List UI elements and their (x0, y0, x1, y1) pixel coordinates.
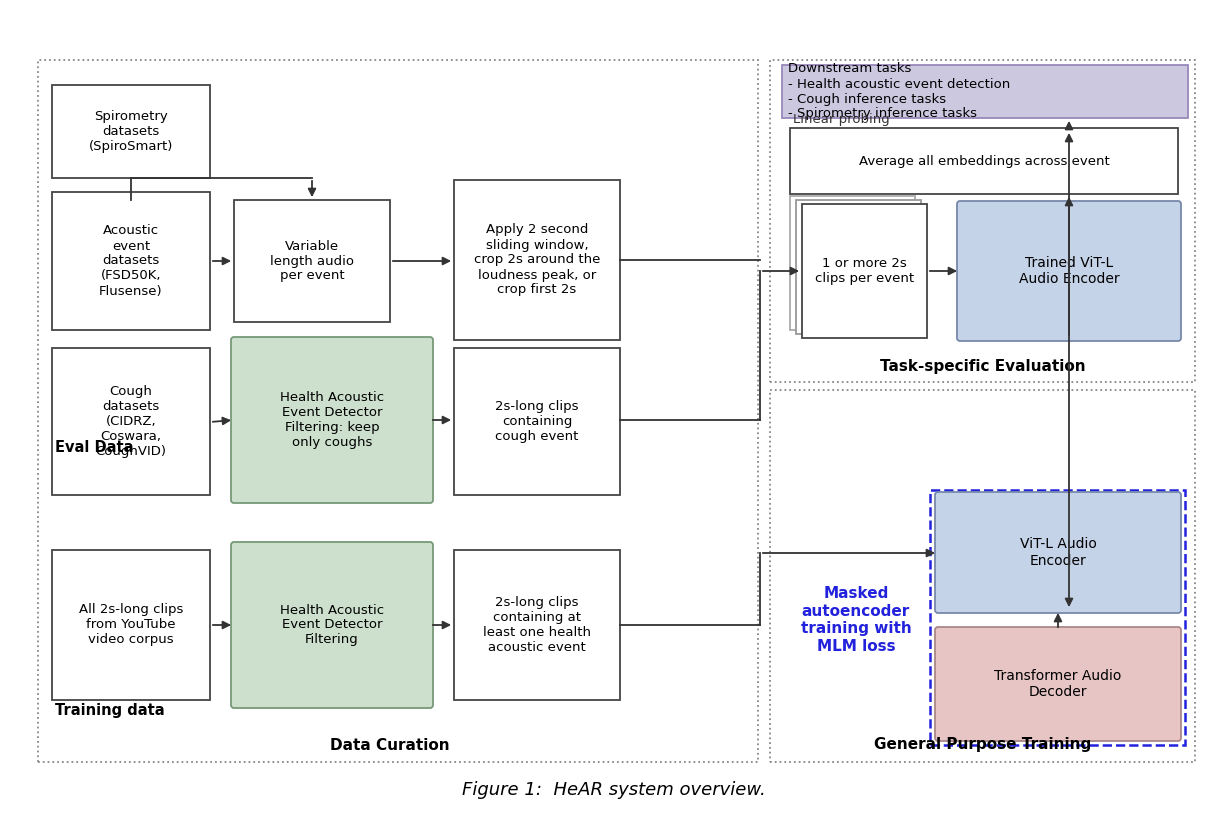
Text: ViT-L Audio
Encoder: ViT-L Audio Encoder (1019, 537, 1097, 568)
Bar (930, 490, 1185, 745)
Bar (52, 85, 210, 178)
Text: Transformer Audio
Decoder: Transformer Audio Decoder (995, 669, 1121, 699)
Text: Figure 1:  HeAR system overview.: Figure 1: HeAR system overview. (462, 781, 766, 799)
Text: Trained ViT-L
Audio Encoder: Trained ViT-L Audio Encoder (1019, 256, 1119, 286)
Bar (38, 60, 758, 762)
Bar (454, 550, 620, 700)
Bar (790, 128, 1178, 194)
Bar (770, 60, 1195, 382)
Bar (235, 200, 391, 322)
Text: Data Curation: Data Curation (330, 738, 449, 753)
Text: Variable
length audio
per event: Variable length audio per event (270, 240, 354, 282)
Text: Apply 2 second
sliding window,
crop 2s around the
loudness peak, or
crop first 2: Apply 2 second sliding window, crop 2s a… (474, 223, 600, 296)
FancyBboxPatch shape (935, 627, 1181, 741)
Text: Eval Data: Eval Data (55, 441, 134, 456)
Text: 2s-long clips
containing at
least one health
acoustic event: 2s-long clips containing at least one he… (483, 596, 591, 654)
Bar (52, 348, 210, 495)
Text: Training data: Training data (55, 703, 165, 717)
Text: Task-specific Evaluation: Task-specific Evaluation (880, 359, 1086, 375)
Bar (796, 200, 921, 334)
Bar (454, 180, 620, 340)
Text: Average all embeddings across event: Average all embeddings across event (858, 155, 1109, 168)
FancyBboxPatch shape (957, 201, 1181, 341)
Text: 1 or more 2s
clips per event: 1 or more 2s clips per event (815, 257, 914, 285)
Text: General Purpose Training: General Purpose Training (874, 738, 1092, 753)
Bar (52, 192, 210, 330)
Bar (52, 550, 210, 700)
Text: Cough
datasets
(CIDRZ,
Coswara,
CoughVID): Cough datasets (CIDRZ, Coswara, CoughVID… (96, 385, 167, 458)
Text: Linear probing: Linear probing (793, 114, 890, 127)
Bar (454, 348, 620, 495)
Bar (782, 65, 1187, 118)
FancyBboxPatch shape (231, 337, 433, 503)
Bar (770, 390, 1195, 762)
FancyBboxPatch shape (935, 492, 1181, 613)
Text: Health Acoustic
Event Detector
Filtering: keep
only coughs: Health Acoustic Event Detector Filtering… (280, 391, 384, 449)
Text: Masked
autoencoder
training with
MLM loss: Masked autoencoder training with MLM los… (801, 587, 911, 654)
Text: Health Acoustic
Event Detector
Filtering: Health Acoustic Event Detector Filtering (280, 604, 384, 646)
Bar (790, 196, 915, 330)
FancyBboxPatch shape (231, 542, 433, 708)
Text: 2s-long clips
containing
cough event: 2s-long clips containing cough event (495, 400, 578, 443)
Text: Acoustic
event
datasets
(FSD50K,
Flusense): Acoustic event datasets (FSD50K, Flusens… (99, 224, 163, 298)
Text: Spirometry
datasets
(SpiroSmart): Spirometry datasets (SpiroSmart) (88, 110, 173, 153)
Text: All 2s-long clips
from YouTube
video corpus: All 2s-long clips from YouTube video cor… (79, 604, 183, 646)
Bar (802, 204, 927, 338)
Text: Downstream tasks
- Health acoustic event detection
- Cough inference tasks
- Spi: Downstream tasks - Health acoustic event… (788, 62, 1011, 120)
